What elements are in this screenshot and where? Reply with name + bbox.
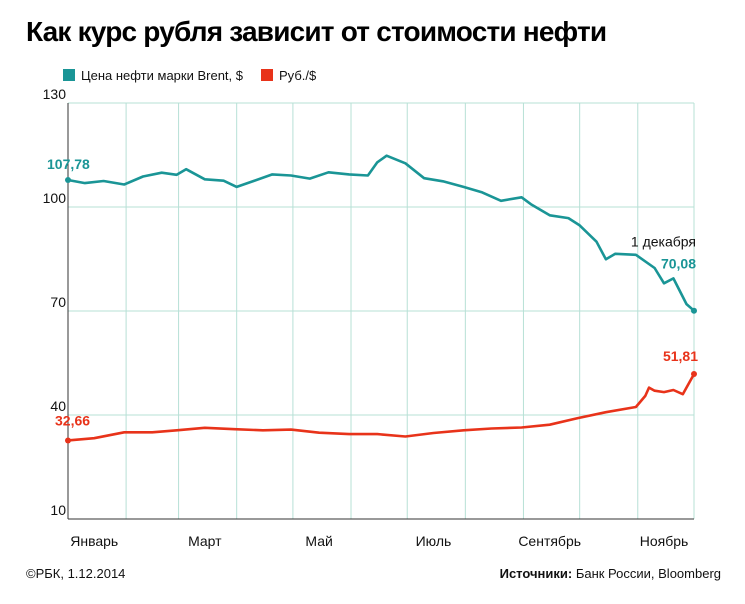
legend-label-rub: Руб./$ [279, 67, 317, 83]
x-tick-label: Май [305, 533, 332, 549]
y-tick-label: 70 [50, 294, 66, 310]
data-label-rub-end: 51,81 [663, 348, 698, 364]
x-tick-label: Июль [416, 533, 452, 549]
chart-legend: Цена нефти марки Brent, $ Руб./$ [63, 66, 334, 84]
data-label-brent-start: 107,78 [47, 156, 90, 172]
x-tick-label: Март [188, 533, 222, 549]
series-layer [65, 154, 697, 444]
legend-swatch-rub [261, 69, 273, 81]
series-line-brent [66, 154, 696, 312]
data-label-date: 1 декабря [631, 234, 696, 250]
copyright-note: ©РБК, 1.12.2014 [26, 566, 126, 581]
series-end-point-brent [691, 307, 697, 314]
legend-swatch-brent [63, 69, 75, 81]
grid-layer [68, 102, 695, 520]
y-tick-label: 10 [50, 502, 66, 518]
axis-layer [67, 103, 694, 520]
legend-item-rub: Руб./$ [261, 68, 316, 83]
y-tick-label: 40 [50, 398, 66, 414]
legend-item-brent: Цена нефти марки Brent, $ [63, 68, 243, 83]
x-tick-label: Сентябрь [518, 533, 581, 549]
y-tick-label: 130 [43, 86, 67, 102]
x-tick-label: Ноябрь [640, 533, 689, 549]
sources-note: Источники: Банк России, Bloomberg [500, 566, 721, 581]
y-tick-label: 100 [43, 190, 67, 206]
chart-title: Как курс рубля зависит от стоимости нефт… [26, 16, 607, 47]
data-label-rub-start: 32,66 [55, 412, 90, 428]
sources-value: Банк России, Bloomberg [572, 566, 721, 581]
data-label-brent-end: 70,08 [661, 256, 696, 272]
series-end-point-rub [691, 371, 697, 378]
legend-label-brent: Цена нефти марки Brent, $ [81, 67, 243, 83]
x-tick-label: Январь [70, 533, 118, 549]
sources-label: Источники: [499, 566, 573, 581]
series-start-point-rub [65, 437, 71, 444]
series-start-point-brent [65, 177, 71, 184]
series-line-rub [66, 372, 696, 442]
